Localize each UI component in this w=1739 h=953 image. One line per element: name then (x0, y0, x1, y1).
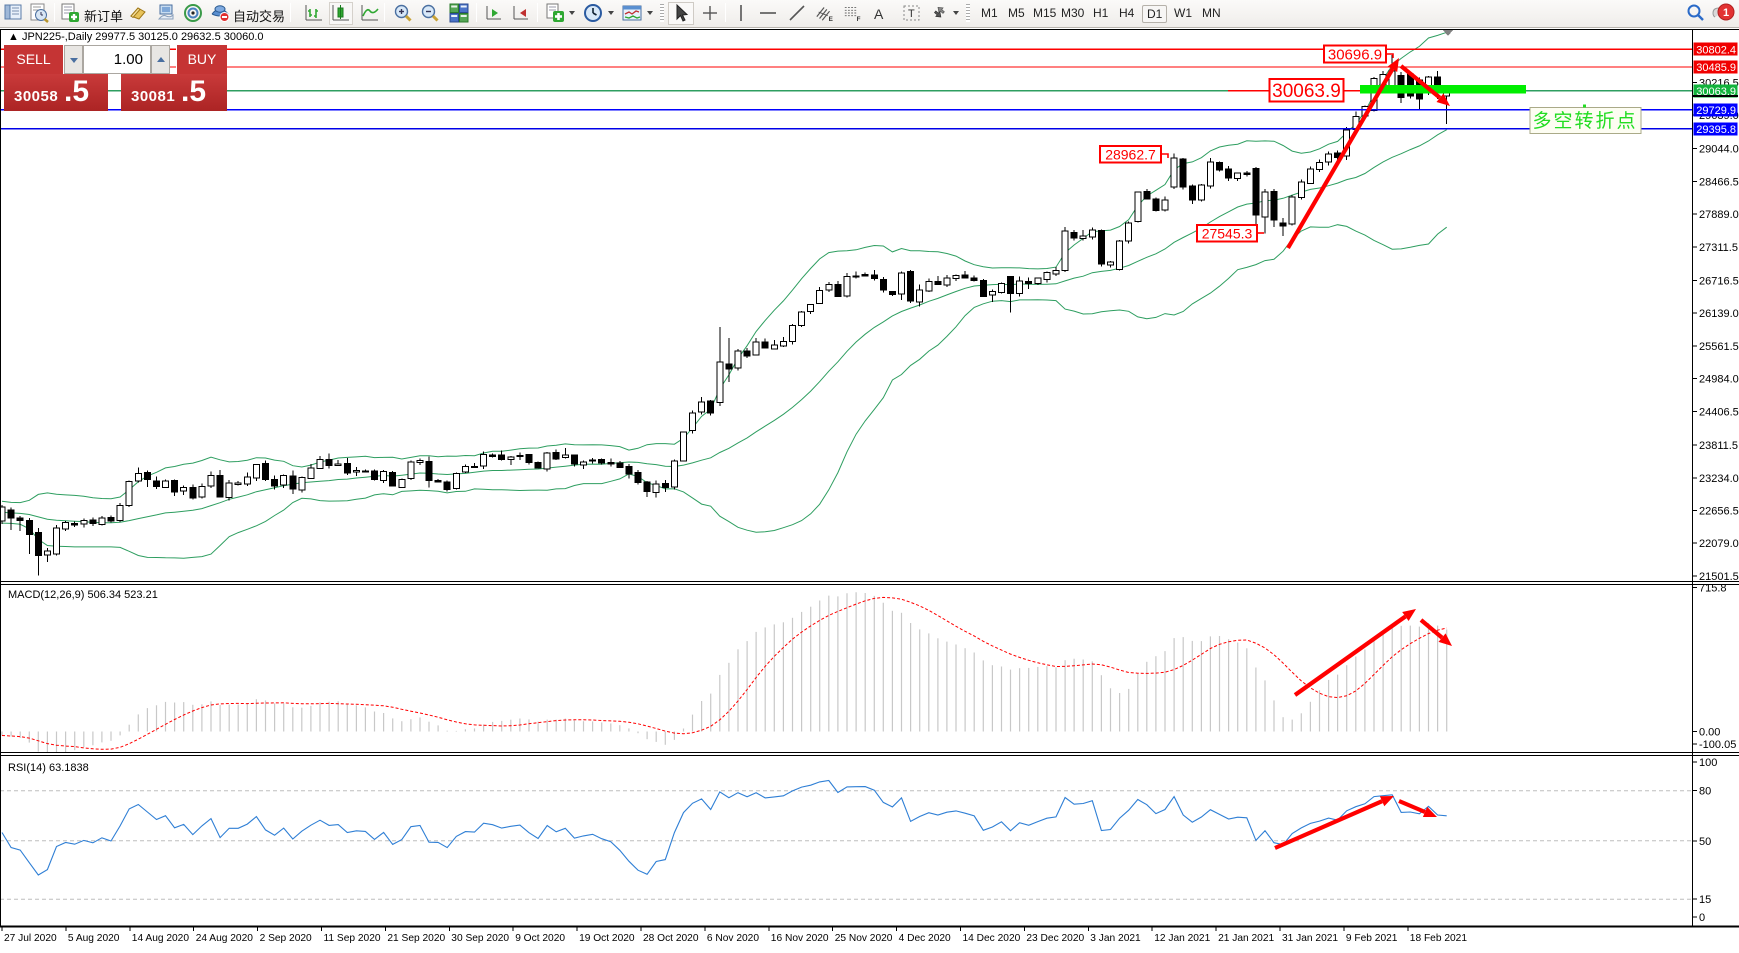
svg-text:9 Oct 2020: 9 Oct 2020 (515, 933, 565, 944)
svg-text:29044.0: 29044.0 (1699, 144, 1739, 156)
svg-text:4 Dec 2020: 4 Dec 2020 (899, 933, 951, 944)
svg-text:18 Feb 2021: 18 Feb 2021 (1410, 933, 1468, 944)
svg-text:6 Nov 2020: 6 Nov 2020 (707, 933, 759, 944)
svg-text:0.00: 0.00 (1699, 727, 1720, 739)
svg-text:9 Feb 2021: 9 Feb 2021 (1346, 933, 1398, 944)
svg-text:715.8: 715.8 (1699, 583, 1727, 595)
svg-text:28962.7: 28962.7 (1105, 146, 1156, 162)
svg-text:21 Jan 2021: 21 Jan 2021 (1218, 933, 1274, 944)
svg-text:2 Sep 2020: 2 Sep 2020 (260, 933, 312, 944)
svg-text:30063.9: 30063.9 (1272, 81, 1341, 102)
svg-text:23811.5: 23811.5 (1699, 440, 1738, 452)
svg-text:RSI(14) 63.1838: RSI(14) 63.1838 (8, 762, 89, 774)
svg-text:▲ JPN225-,Daily 29977.5 30125: ▲ JPN225-,Daily 29977.5 30125.0 29632.5 … (8, 31, 264, 43)
svg-text:14 Dec 2020: 14 Dec 2020 (963, 933, 1021, 944)
svg-text:28466.5: 28466.5 (1699, 176, 1739, 188)
svg-text:14 Aug 2020: 14 Aug 2020 (132, 933, 190, 944)
svg-text:MACD(12,26,9) 506.34 523.21: MACD(12,26,9) 506.34 523.21 (8, 589, 158, 601)
svg-text:27545.3: 27545.3 (1202, 225, 1253, 241)
svg-text:50: 50 (1699, 836, 1711, 848)
svg-text:23234.0: 23234.0 (1699, 473, 1739, 485)
svg-text:25561.5: 25561.5 (1699, 341, 1739, 353)
svg-text:22079.0: 22079.0 (1699, 538, 1739, 550)
svg-text:F: F (857, 16, 861, 23)
svg-text:24984.0: 24984.0 (1699, 374, 1739, 386)
svg-text:28 Oct 2020: 28 Oct 2020 (643, 933, 699, 944)
svg-text:27311.5: 27311.5 (1699, 242, 1738, 254)
svg-text:24 Aug 2020: 24 Aug 2020 (196, 933, 254, 944)
svg-text:27889.0: 27889.0 (1699, 209, 1739, 221)
svg-text:25 Nov 2020: 25 Nov 2020 (835, 933, 893, 944)
svg-text:29729.9: 29729.9 (1696, 105, 1736, 117)
svg-text:21 Sep 2020: 21 Sep 2020 (387, 933, 445, 944)
svg-text:3 Jan 2021: 3 Jan 2021 (1090, 933, 1141, 944)
svg-text:30063.9: 30063.9 (1696, 86, 1736, 98)
svg-text:21501.5: 21501.5 (1699, 571, 1739, 583)
svg-text:5 Aug 2020: 5 Aug 2020 (68, 933, 120, 944)
svg-text:16 Nov 2020: 16 Nov 2020 (771, 933, 829, 944)
svg-text:-100.05: -100.05 (1699, 739, 1736, 751)
svg-text:26716.5: 26716.5 (1699, 276, 1739, 288)
svg-text:11 Sep 2020: 11 Sep 2020 (324, 933, 381, 944)
svg-text:26139.0: 26139.0 (1699, 308, 1739, 320)
svg-text:100: 100 (1699, 757, 1717, 769)
svg-text:29395.8: 29395.8 (1696, 124, 1736, 136)
svg-text:30802.4: 30802.4 (1696, 44, 1736, 56)
svg-text:19 Oct 2020: 19 Oct 2020 (579, 933, 635, 944)
svg-text:30485.9: 30485.9 (1696, 62, 1736, 74)
svg-text:80: 80 (1699, 786, 1711, 798)
svg-text:30 Sep 2020: 30 Sep 2020 (451, 933, 509, 944)
svg-text:31 Jan 2021: 31 Jan 2021 (1282, 933, 1338, 944)
svg-text:27 Jul 2020: 27 Jul 2020 (4, 933, 57, 944)
svg-text:1: 1 (1723, 7, 1729, 19)
svg-text:24406.5: 24406.5 (1699, 406, 1739, 418)
svg-text:22656.5: 22656.5 (1699, 506, 1739, 518)
svg-text:多空转折点: 多空转折点 (1532, 110, 1637, 132)
svg-text:T: T (908, 8, 915, 20)
svg-text:30696.9: 30696.9 (1328, 46, 1382, 63)
svg-text:15: 15 (1699, 894, 1711, 906)
svg-text:E: E (829, 16, 833, 23)
svg-text:23 Dec 2020: 23 Dec 2020 (1026, 933, 1084, 944)
svg-text:0: 0 (1699, 912, 1705, 924)
svg-text:12 Jan 2021: 12 Jan 2021 (1154, 933, 1210, 944)
